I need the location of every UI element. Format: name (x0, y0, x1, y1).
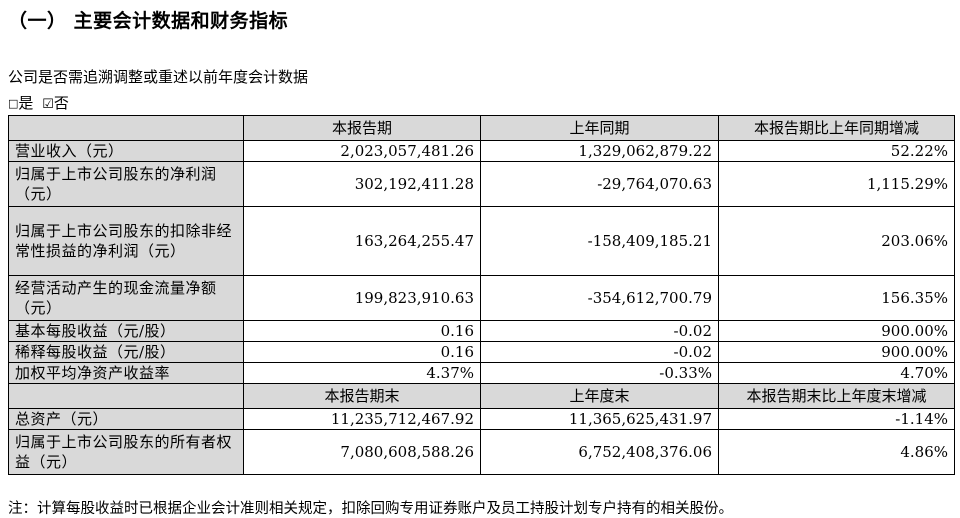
cell-change: 156.35% (718, 275, 955, 321)
checkbox-yes-icon: □ (8, 97, 19, 110)
cell-current: 302,192,411.28 (243, 161, 481, 207)
cell-change: 1,115.29% (718, 161, 955, 207)
cell-prior: -0.02 (480, 320, 719, 342)
restatement-question: 公司是否需追溯调整或重述以前年度会计数据 (8, 68, 309, 86)
table-row: 基本每股收益（元/股） 0.16 -0.02 900.00% (8, 320, 955, 342)
header-period-end: 本报告期末 (243, 383, 481, 409)
table-row: 加权平均净资产收益率 4.37% -0.33% 4.70% (8, 362, 955, 384)
cell-change: 203.06% (718, 206, 955, 276)
cell-prior: -354,612,700.79 (480, 275, 719, 321)
choice-yes-label: 是 (18, 94, 34, 112)
header-prior-year-end: 上年度末 (480, 383, 719, 409)
financial-indicators-table: 本报告期 上年同期 本报告期比上年同期增减 营业收入（元） 2,023,057,… (8, 115, 955, 475)
restatement-choice: □是 ☑否 (8, 92, 69, 113)
row-label: 营业收入（元） (8, 140, 244, 162)
cell-current: 199,823,910.63 (243, 275, 481, 321)
cell-current: 2,023,057,481.26 (243, 140, 481, 162)
cell-change: 4.70% (718, 362, 955, 384)
table-row: 经营活动产生的现金流量净额（元） 199,823,910.63 -354,612… (8, 275, 955, 321)
row-label: 稀释每股收益（元/股） (8, 341, 244, 363)
header-current-period: 本报告期 (243, 115, 481, 141)
cell-current: 11,235,712,467.92 (243, 408, 481, 430)
cell-prior: -29,764,070.63 (480, 161, 719, 207)
cell-prior: 6,752,408,376.06 (480, 429, 719, 475)
cell-current: 0.16 (243, 320, 481, 342)
table-row: 营业收入（元） 2,023,057,481.26 1,329,062,879.2… (8, 140, 955, 162)
header-blank (8, 383, 244, 409)
choice-no-label: 否 (53, 94, 69, 112)
cell-change: 52.22% (718, 140, 955, 162)
table-row: 归属于上市公司股东的净利润（元） 302,192,411.28 -29,764,… (8, 161, 955, 207)
cell-change: 4.86% (718, 429, 955, 475)
row-label: 总资产（元） (8, 408, 244, 430)
section-title: （一） 主要会计数据和财务指标 (8, 10, 289, 32)
cell-prior: 11,365,625,431.97 (480, 408, 719, 430)
cell-current: 7,080,608,588.26 (243, 429, 481, 475)
row-label: 加权平均净资产收益率 (8, 362, 244, 384)
cell-change: 900.00% (718, 341, 955, 363)
table-row: 归属于上市公司股东的所有者权益（元） 7,080,608,588.26 6,75… (8, 429, 955, 475)
cell-change: 900.00% (718, 320, 955, 342)
table-header-row: 本报告期 上年同期 本报告期比上年同期增减 (8, 115, 955, 141)
row-label: 经营活动产生的现金流量净额（元） (8, 275, 244, 321)
row-label: 归属于上市公司股东的扣除非经常性损益的净利润（元） (8, 206, 244, 276)
footnote: 注：计算每股收益时已根据企业会计准则相关规定，扣除回购专用证券账户及员工持股计划… (8, 501, 733, 517)
header-year-end-change: 本报告期末比上年度末增减 (718, 383, 955, 409)
row-label: 基本每股收益（元/股） (8, 320, 244, 342)
header-prior-period: 上年同期 (480, 115, 719, 141)
table-row: 总资产（元） 11,235,712,467.92 11,365,625,431.… (8, 408, 955, 430)
cell-prior: -158,409,185.21 (480, 206, 719, 276)
table-row: 稀释每股收益（元/股） 0.16 -0.02 900.00% (8, 341, 955, 363)
cell-current: 163,264,255.47 (243, 206, 481, 276)
table-subheader-row: 本报告期末 上年度末 本报告期末比上年度末增减 (8, 383, 955, 409)
cell-change: -1.14% (718, 408, 955, 430)
table-row: 归属于上市公司股东的扣除非经常性损益的净利润（元） 163,264,255.47… (8, 206, 955, 276)
checkbox-no-checked-icon: ☑ (42, 97, 54, 112)
row-label: 归属于上市公司股东的净利润（元） (8, 161, 244, 207)
header-blank (8, 115, 244, 141)
cell-prior: -0.33% (480, 362, 719, 384)
cell-current: 4.37% (243, 362, 481, 384)
cell-prior: -0.02 (480, 341, 719, 363)
cell-current: 0.16 (243, 341, 481, 363)
header-period-change: 本报告期比上年同期增减 (718, 115, 955, 141)
cell-prior: 1,329,062,879.22 (480, 140, 719, 162)
row-label: 归属于上市公司股东的所有者权益（元） (8, 429, 244, 475)
